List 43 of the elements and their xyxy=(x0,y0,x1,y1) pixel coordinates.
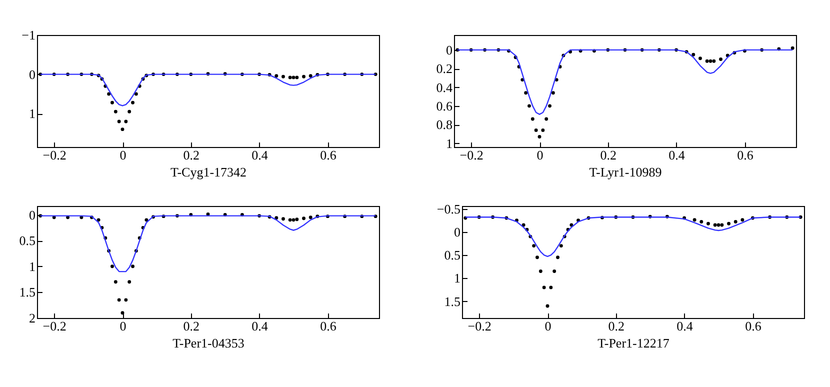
x-tick-label: 0.2 xyxy=(608,318,625,334)
x-tick-label: 0.4 xyxy=(252,318,268,334)
x-tick-label: −0.2 xyxy=(460,148,484,162)
x-tick-label: 0.6 xyxy=(320,148,337,162)
y-tick-label: 0 xyxy=(454,224,460,240)
x-tick-label: 0 xyxy=(536,148,544,162)
y-tick-label: 0 xyxy=(446,42,452,58)
y-tick-label: 1 xyxy=(29,258,36,274)
y-tick-label: 0.8 xyxy=(436,117,452,132)
y-tick-label: 0.4 xyxy=(436,80,453,95)
y-tick-label: 2 xyxy=(29,310,36,326)
x-axis-title: T-Lyr1-10989 xyxy=(589,164,662,180)
x-tick-label: 0.2 xyxy=(183,148,200,162)
y-tick-label: 1 xyxy=(446,136,452,151)
x-axis-title: T-Per1-12217 xyxy=(598,336,670,350)
x-tick-label: 0.6 xyxy=(320,318,337,334)
x-tick-label: 0.4 xyxy=(668,148,686,162)
x-tick-label: 0.2 xyxy=(600,148,617,162)
x-tick-label: 0.4 xyxy=(252,148,268,162)
y-tick-label: 0.5 xyxy=(19,233,36,248)
x-tick-label: 0.4 xyxy=(676,318,694,334)
y-tick-label: 0 xyxy=(29,207,36,222)
y-tick-label: −0.5 xyxy=(436,201,460,216)
y-tick-label: 1.5 xyxy=(19,284,36,300)
y-tick-label: 1.5 xyxy=(444,294,460,309)
x-tick-label: 0 xyxy=(120,318,126,334)
x-tick-label: −0.2 xyxy=(468,318,492,334)
x-axis-title: T-Per1-04353 xyxy=(172,336,244,350)
x-tick-label: −0.2 xyxy=(42,318,66,334)
y-tick-label: 0.5 xyxy=(444,248,460,263)
y-tick-label: 1 xyxy=(454,270,460,286)
y-tick-label: 1 xyxy=(29,106,36,122)
x-tick-label: 0 xyxy=(120,148,126,162)
x-tick-label: 0 xyxy=(544,318,552,334)
x-tick-label: 0.6 xyxy=(745,318,762,334)
x-tick-label: −0.2 xyxy=(42,148,66,162)
y-tick-label: 0 xyxy=(29,66,36,82)
x-axis-title: T-Cyg1-17342 xyxy=(170,164,247,180)
y-tick-label: 0.2 xyxy=(436,61,452,76)
x-tick-label: 0.6 xyxy=(737,148,754,162)
y-tick-label: 0.6 xyxy=(436,98,453,114)
x-tick-label: 0.2 xyxy=(183,318,200,334)
y-tick-label: −1 xyxy=(22,28,36,42)
